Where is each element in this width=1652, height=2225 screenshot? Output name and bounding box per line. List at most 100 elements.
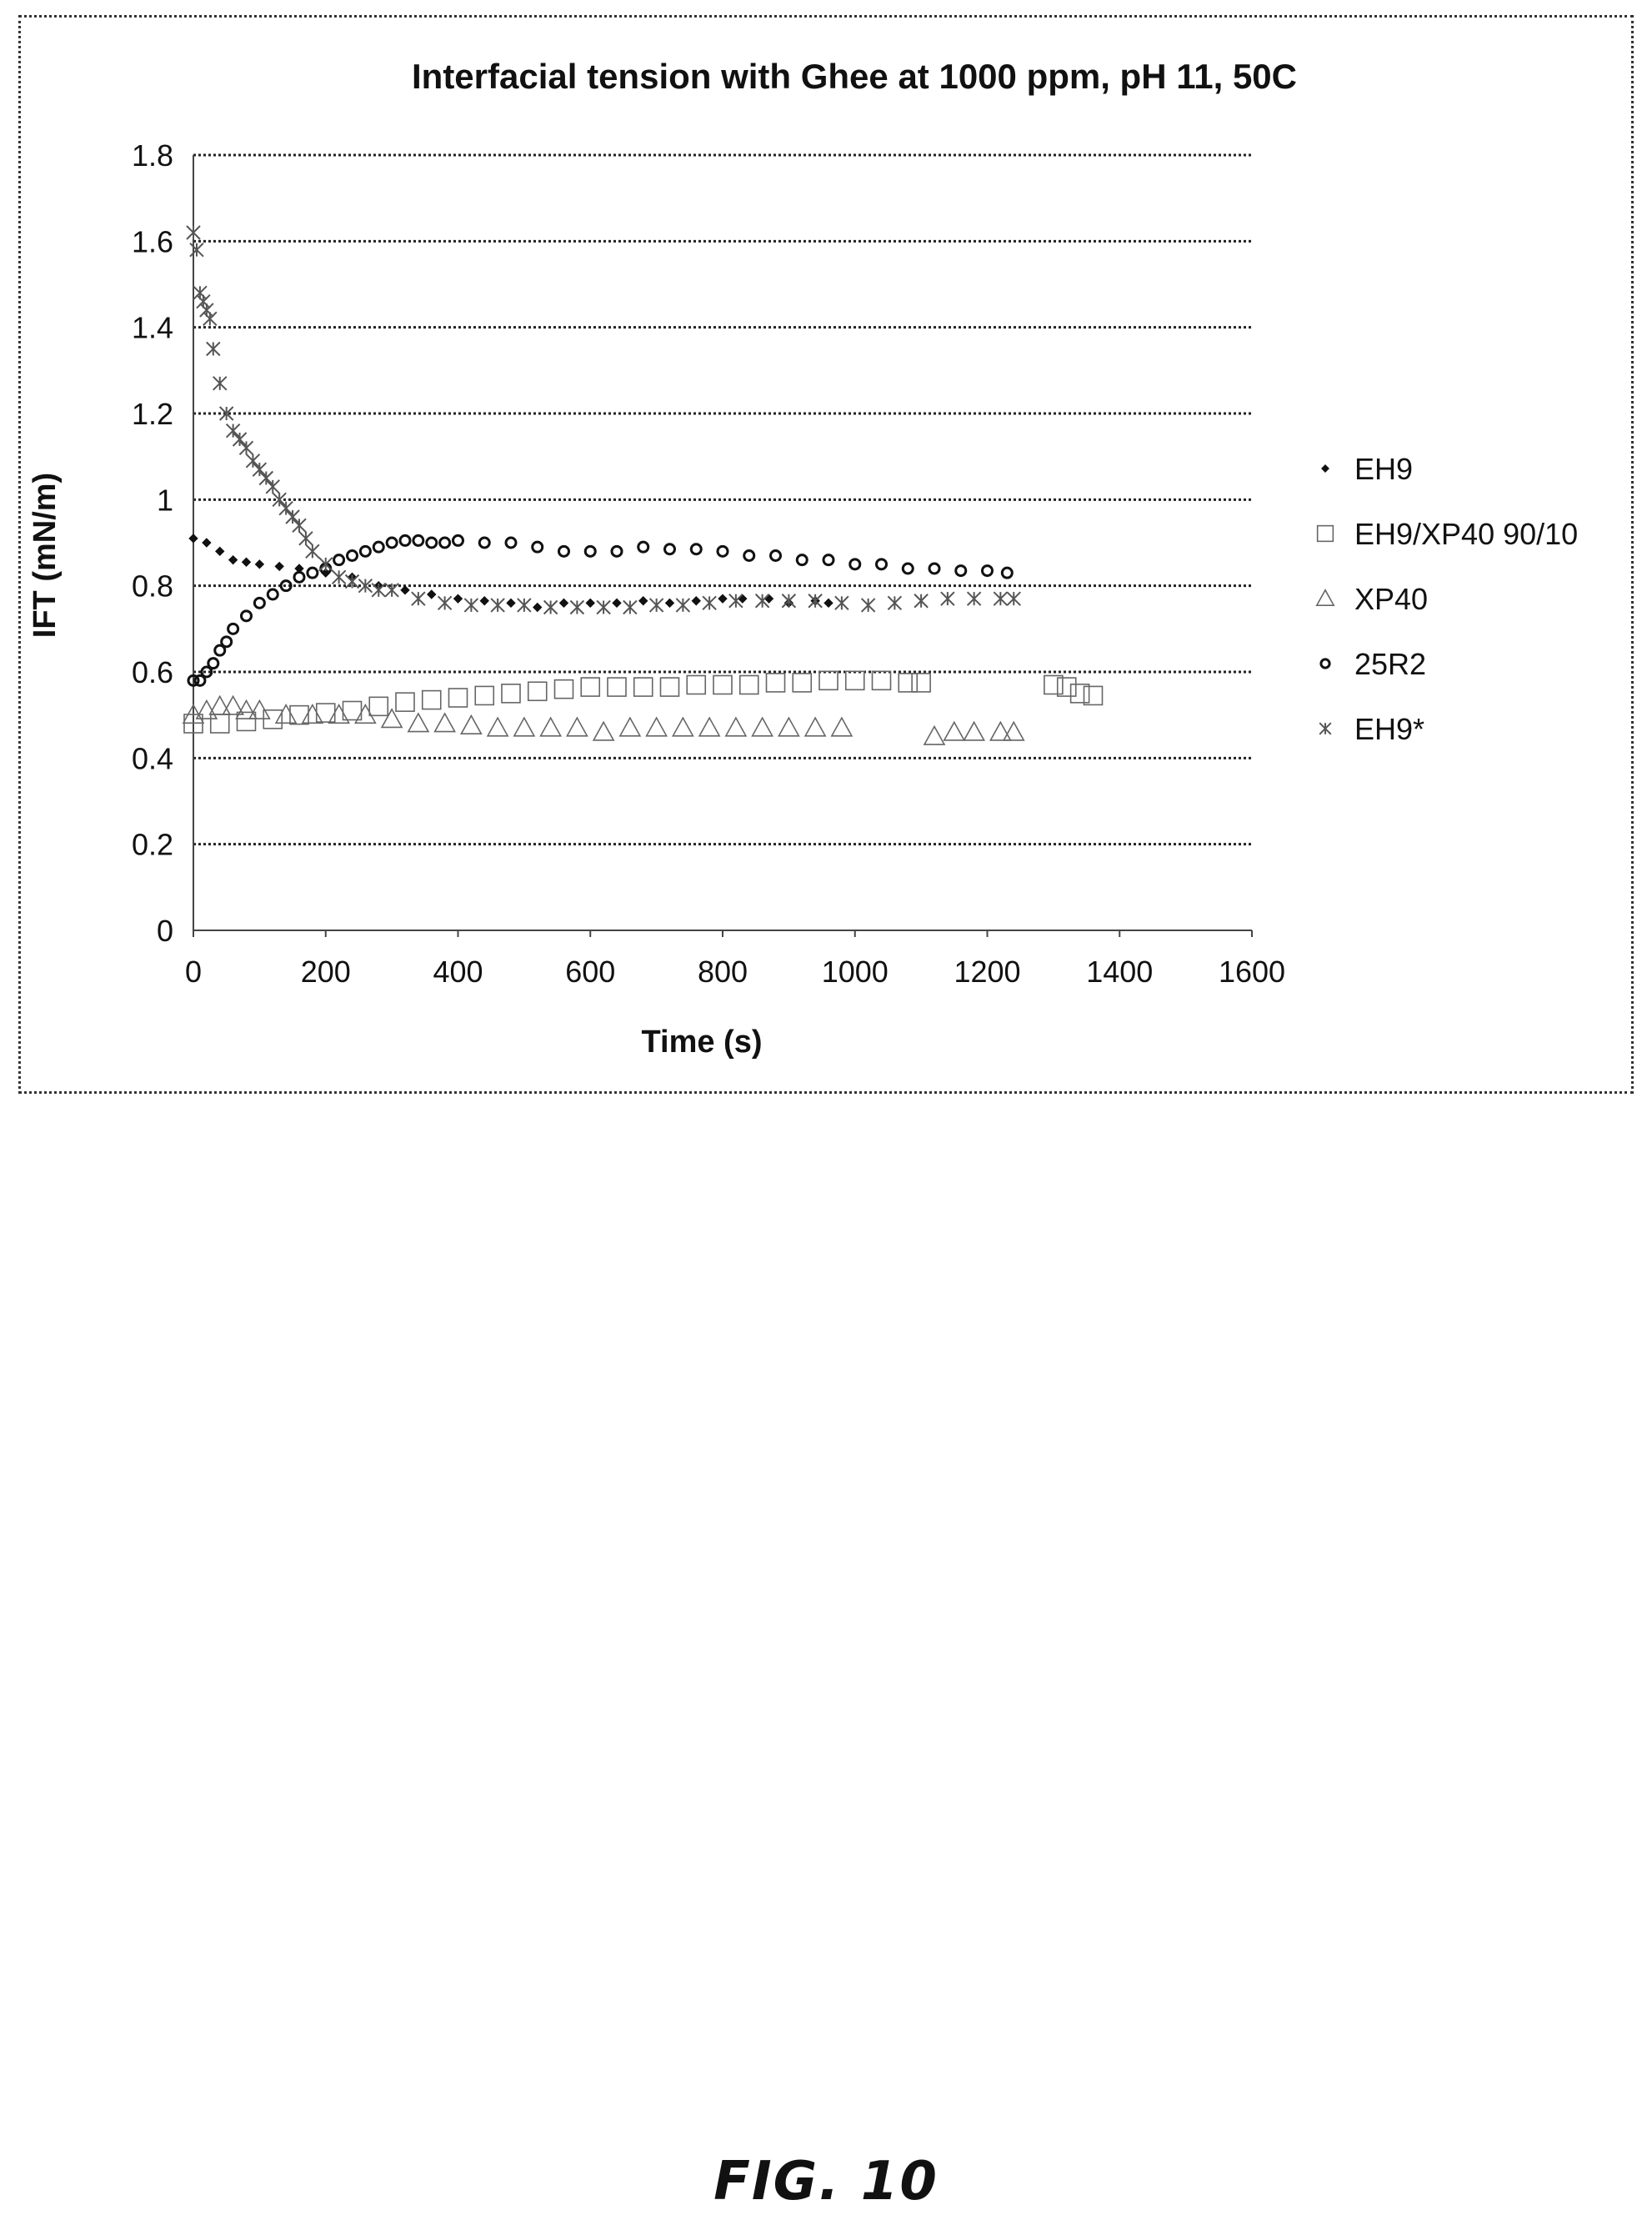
data-point xyxy=(612,598,622,609)
data-point xyxy=(1044,674,1064,695)
x-tick-label: 200 xyxy=(301,955,351,989)
data-point xyxy=(208,694,232,715)
legend-label: 25R2 xyxy=(1354,647,1426,681)
y-tick-label: 0 xyxy=(157,914,173,948)
data-point xyxy=(460,714,483,734)
data-point xyxy=(645,716,668,737)
data-point xyxy=(188,534,198,544)
data-point xyxy=(344,574,360,589)
y-tick-label: 1.2 xyxy=(132,397,173,431)
data-point xyxy=(607,677,627,697)
data-point xyxy=(795,554,808,567)
data-point xyxy=(463,598,479,613)
data-point xyxy=(213,644,227,657)
data-point xyxy=(265,479,280,494)
data-point xyxy=(914,594,929,609)
data-point xyxy=(1056,677,1077,697)
data-point xyxy=(623,599,638,615)
data-point xyxy=(618,716,642,737)
data-point xyxy=(305,544,320,559)
data-point xyxy=(702,595,717,611)
data-point xyxy=(718,594,728,604)
data-point xyxy=(539,716,562,737)
data-point xyxy=(769,549,782,562)
data-point xyxy=(328,704,350,724)
data-point xyxy=(728,594,743,609)
data-point xyxy=(527,681,548,702)
data-point xyxy=(583,544,597,558)
data-point xyxy=(664,598,675,609)
data-point xyxy=(398,534,412,547)
data-point xyxy=(1069,684,1090,704)
data-point xyxy=(206,341,221,357)
data-point xyxy=(433,712,456,733)
data-point xyxy=(823,598,834,609)
legend-label: XP40 xyxy=(1354,582,1428,616)
data-point xyxy=(411,591,426,606)
data-point xyxy=(207,657,220,670)
data-point xyxy=(285,509,300,524)
x-axis-title: Time (s) xyxy=(641,1025,762,1060)
data-point xyxy=(792,673,813,693)
data-point xyxy=(691,596,701,606)
data-point xyxy=(713,674,733,695)
data-point xyxy=(186,225,201,240)
legend-marker xyxy=(1315,589,1335,606)
data-point xyxy=(818,670,839,691)
data-point xyxy=(501,684,521,704)
data-point xyxy=(663,543,676,556)
data-point xyxy=(232,432,248,447)
data-point xyxy=(346,549,358,562)
data-point xyxy=(235,699,258,719)
data-point xyxy=(738,594,748,604)
data-point xyxy=(993,591,1009,606)
legend-marker xyxy=(1316,524,1334,543)
data-point xyxy=(203,311,218,327)
data-point xyxy=(1083,685,1104,706)
data-point xyxy=(633,677,653,697)
legend-marker xyxy=(1319,658,1331,669)
data-point xyxy=(272,492,287,508)
data-point xyxy=(558,598,569,609)
data-point xyxy=(724,716,748,737)
data-point xyxy=(289,704,309,725)
data-points xyxy=(182,225,1104,745)
legend: EH9 EH9/XP40 90/10 XP40 25R2 EH9* xyxy=(1315,452,1578,746)
data-point xyxy=(258,470,274,486)
data-point xyxy=(901,562,914,575)
data-point xyxy=(448,688,468,708)
data-point xyxy=(479,596,489,606)
data-point xyxy=(803,716,827,737)
series-1 xyxy=(183,670,1104,734)
data-point xyxy=(354,704,377,724)
data-point xyxy=(531,540,544,554)
data-point xyxy=(421,689,442,710)
data-point xyxy=(928,562,941,575)
data-point xyxy=(875,558,888,571)
data-point xyxy=(298,531,313,546)
data-point xyxy=(385,536,398,549)
data-point xyxy=(425,536,438,549)
x-tick-label: 600 xyxy=(565,955,615,989)
data-point xyxy=(240,609,253,623)
data-point xyxy=(274,704,298,724)
data-point xyxy=(358,578,373,594)
data-point xyxy=(738,674,759,695)
legend-item: EH9 xyxy=(1321,452,1413,486)
data-point xyxy=(553,679,574,699)
data-point xyxy=(675,598,691,613)
data-point xyxy=(371,583,386,598)
data-point xyxy=(279,579,293,593)
data-point xyxy=(566,716,588,737)
legend-marker xyxy=(1321,464,1329,473)
data-point xyxy=(533,602,543,613)
data-point xyxy=(189,242,204,258)
series-4 xyxy=(186,225,1021,615)
legend-item: EH9/XP40 90/10 xyxy=(1316,517,1578,551)
figure-caption: FIG. 10 xyxy=(713,2151,939,2212)
data-point xyxy=(195,699,218,719)
data-point xyxy=(808,594,823,609)
y-tick-label: 1.4 xyxy=(132,311,173,345)
data-point xyxy=(209,714,230,734)
data-point xyxy=(781,594,797,609)
